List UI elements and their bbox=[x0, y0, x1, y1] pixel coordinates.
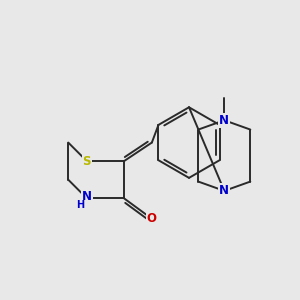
Text: N: N bbox=[219, 114, 229, 127]
Text: N: N bbox=[219, 184, 229, 197]
Text: O: O bbox=[147, 212, 157, 225]
Text: H: H bbox=[76, 200, 84, 210]
Text: N: N bbox=[82, 190, 92, 203]
Text: S: S bbox=[82, 154, 91, 168]
